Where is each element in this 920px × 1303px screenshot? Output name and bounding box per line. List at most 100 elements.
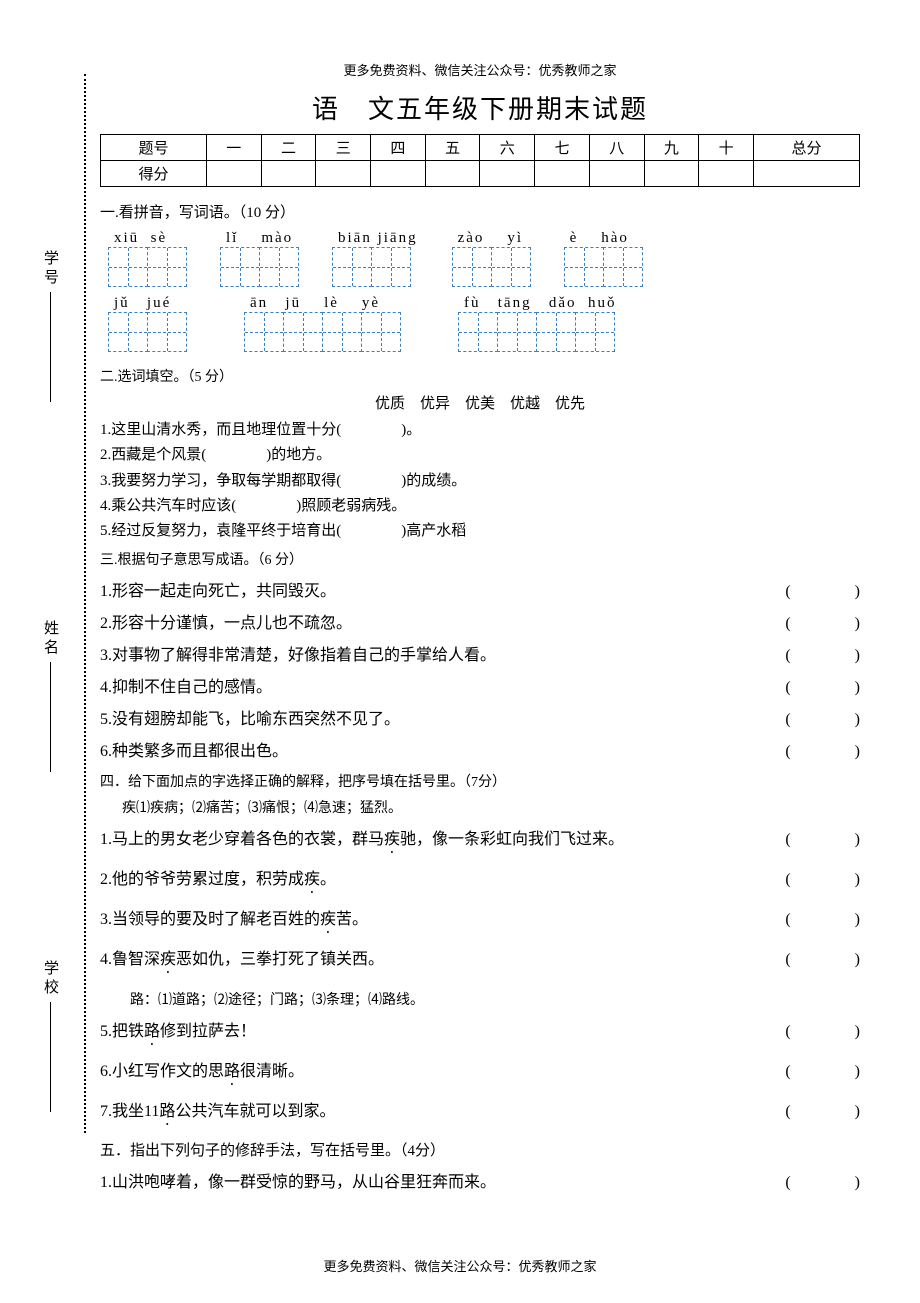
char-box[interactable] bbox=[603, 247, 643, 287]
question-text: 1.马上的男女老少穿着各色的衣裳，群马疾驰，像一条彩虹向我们飞过来。 bbox=[100, 825, 785, 857]
question-row: 3.对事物了解得非常清楚，好像指着自己的手掌给人看。( ) bbox=[100, 641, 860, 665]
char-box[interactable] bbox=[575, 312, 615, 352]
char-box[interactable] bbox=[108, 247, 148, 287]
pinyin-label: ān jū lè yè bbox=[250, 295, 380, 312]
question-text: 5.没有翅膀却能飞，比喻东西突然不见了。 bbox=[100, 705, 785, 729]
char-box[interactable] bbox=[147, 247, 187, 287]
question-row: 1.山洪咆哮着，像一群受惊的野马，从山谷里狂奔而来。( ) bbox=[100, 1168, 860, 1192]
question-text: 6.种类繁多而且都很出色。 bbox=[100, 737, 785, 761]
pinyin-label: jǔ jué bbox=[114, 295, 171, 312]
score-cell[interactable] bbox=[535, 161, 590, 187]
score-cell[interactable] bbox=[206, 161, 261, 187]
exam-page: 学号 姓名 学校 更多免费资料、微信关注公众号：优秀教师之家 语 文五年级下册期… bbox=[0, 0, 920, 1303]
th: 一 bbox=[206, 135, 261, 161]
score-cell[interactable] bbox=[316, 161, 371, 187]
score-cell[interactable] bbox=[699, 161, 754, 187]
sec5-heading: 五．指出下列句子的修辞手法，写在括号里。（4分） bbox=[100, 1139, 860, 1160]
char-box[interactable] bbox=[108, 312, 148, 352]
char-box[interactable] bbox=[491, 247, 531, 287]
char-box[interactable] bbox=[322, 312, 362, 352]
char-box[interactable] bbox=[564, 247, 604, 287]
pinyin-group: ān jū lè yè bbox=[244, 295, 400, 352]
answer-paren[interactable]: ( ) bbox=[785, 825, 860, 857]
score-cell[interactable] bbox=[644, 161, 699, 187]
pinyin-group: jǔ jué bbox=[108, 295, 186, 352]
char-box[interactable] bbox=[259, 247, 299, 287]
th: 总分 bbox=[753, 135, 859, 161]
th: 七 bbox=[535, 135, 590, 161]
score-cell[interactable] bbox=[753, 161, 859, 187]
char-box[interactable] bbox=[497, 312, 537, 352]
answer-paren[interactable]: ( ) bbox=[785, 1097, 860, 1129]
char-box[interactable] bbox=[283, 312, 323, 352]
side-label-id: 学号 bbox=[40, 250, 61, 402]
th: 五 bbox=[425, 135, 480, 161]
char-box[interactable] bbox=[220, 247, 260, 287]
answer-paren[interactable]: ( ) bbox=[785, 609, 860, 633]
pinyin-group: xiū sè bbox=[108, 230, 186, 287]
emphasized-char: 路 bbox=[144, 1023, 160, 1040]
question-row: 2.他的爷爷劳累过度，积劳成疾。( ) bbox=[100, 865, 860, 897]
pinyin-row: xiū sèlǐ màobiān jiāngzào yìè hào bbox=[108, 230, 860, 287]
pinyin-group: zào yì bbox=[452, 230, 530, 287]
answer-paren[interactable]: ( ) bbox=[785, 945, 860, 977]
th: 八 bbox=[589, 135, 644, 161]
question-text: 6.小红写作文的思路很清晰。 bbox=[100, 1057, 785, 1089]
answer-paren[interactable]: ( ) bbox=[785, 705, 860, 729]
answer-paren[interactable]: ( ) bbox=[785, 641, 860, 665]
score-cell[interactable] bbox=[371, 161, 426, 187]
side-label-school: 学校 bbox=[40, 960, 61, 1112]
question-row: 2.形容十分谨慎，一点儿也不疏忽。( ) bbox=[100, 609, 860, 633]
char-box-row bbox=[452, 247, 530, 287]
side-label-name: 姓名 bbox=[40, 620, 61, 772]
char-box-row bbox=[564, 247, 642, 287]
char-box[interactable] bbox=[452, 247, 492, 287]
fill-blank-line: 5.经过反复努力，袁隆平终于培育出( )高产水稻 bbox=[100, 520, 860, 543]
question-text: 1.形容一起走向死亡，共同毁灭。 bbox=[100, 577, 785, 601]
score-cell[interactable] bbox=[589, 161, 644, 187]
emphasized-char: 疾 bbox=[384, 831, 400, 848]
answer-paren[interactable]: ( ) bbox=[785, 905, 860, 937]
answer-paren[interactable]: ( ) bbox=[785, 1168, 860, 1192]
char-box[interactable] bbox=[332, 247, 372, 287]
question-row: 3.当领导的要及时了解老百姓的疾苦。( ) bbox=[100, 905, 860, 937]
score-cell[interactable] bbox=[425, 161, 480, 187]
question-row: 5.把铁路修到拉萨去！( ) bbox=[100, 1017, 860, 1049]
answer-paren[interactable]: ( ) bbox=[785, 1017, 860, 1049]
question-row: 1.马上的男女老少穿着各色的衣裳，群马疾驰，像一条彩虹向我们飞过来。( ) bbox=[100, 825, 860, 857]
answer-paren[interactable]: ( ) bbox=[785, 577, 860, 601]
pinyin-label: lǐ mào bbox=[226, 230, 293, 247]
char-box-row bbox=[244, 312, 400, 352]
score-cell[interactable] bbox=[480, 161, 535, 187]
pinyin-label: fù tāng dǎo huǒ bbox=[464, 295, 616, 312]
sec4-key1: 疾⑴疾病；⑵痛苦；⑶痛恨；⑷急速；猛烈。 bbox=[122, 797, 860, 817]
fill-blank-line: 4.乘公共汽车时应该( )照顾老弱病残。 bbox=[100, 495, 860, 518]
char-box[interactable] bbox=[536, 312, 576, 352]
char-box[interactable] bbox=[147, 312, 187, 352]
question-text: 3.对事物了解得非常清楚，好像指着自己的手掌给人看。 bbox=[100, 641, 785, 665]
answer-paren[interactable]: ( ) bbox=[785, 1057, 860, 1089]
emphasized-char: 路 bbox=[159, 1103, 175, 1120]
pinyin-group: lǐ mào bbox=[220, 230, 298, 287]
th: 六 bbox=[480, 135, 535, 161]
score-cell[interactable] bbox=[261, 161, 316, 187]
word-options: 优质 优异 优美 优越 优先 bbox=[100, 392, 860, 413]
page-title: 语 文五年级下册期末试题 bbox=[100, 89, 860, 126]
question-text: 7.我坐11路公共汽车就可以到家。 bbox=[100, 1097, 785, 1129]
answer-paren[interactable]: ( ) bbox=[785, 865, 860, 897]
char-box[interactable] bbox=[371, 247, 411, 287]
binding-dots bbox=[84, 74, 90, 1133]
sec3-items: 1.形容一起走向死亡，共同毁灭。( )2.形容十分谨慎，一点儿也不疏忽。( )3… bbox=[100, 577, 860, 761]
char-box-row bbox=[332, 247, 410, 287]
emphasized-char: 疾 bbox=[320, 911, 336, 928]
char-box[interactable] bbox=[361, 312, 401, 352]
question-text: 2.形容十分谨慎，一点儿也不疏忽。 bbox=[100, 609, 785, 633]
fill-blank-line: 1.这里山清水秀，而且地理位置十分( )。 bbox=[100, 419, 860, 442]
char-box[interactable] bbox=[458, 312, 498, 352]
pinyin-group: fù tāng dǎo huǒ bbox=[458, 295, 616, 352]
char-box[interactable] bbox=[244, 312, 284, 352]
answer-paren[interactable]: ( ) bbox=[785, 737, 860, 761]
sec4-items1: 1.马上的男女老少穿着各色的衣裳，群马疾驰，像一条彩虹向我们飞过来。( )2.他… bbox=[100, 825, 860, 977]
pinyin-group: è hào bbox=[564, 230, 642, 287]
answer-paren[interactable]: ( ) bbox=[785, 673, 860, 697]
